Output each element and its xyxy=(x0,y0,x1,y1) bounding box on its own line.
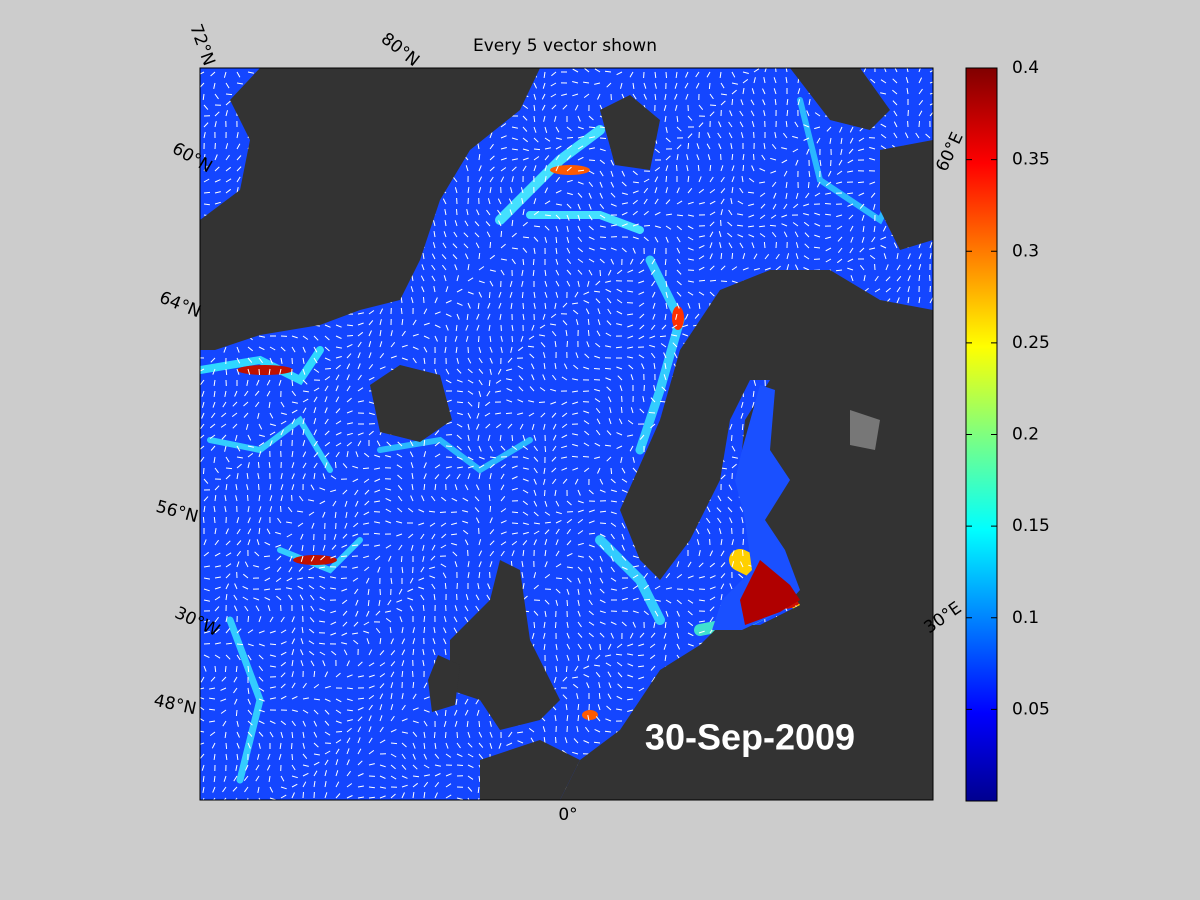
map-title: Every 5 vector shown xyxy=(473,36,657,56)
map xyxy=(200,68,933,800)
lake xyxy=(850,410,880,450)
colorbar-axis: 0.05 0.1 0.15 0.2 0.25 0.3 0.35 0.4 xyxy=(966,58,1050,719)
colorbar-tick-label: 0.3 xyxy=(1012,241,1039,261)
date-label: 30-Sep-2009 xyxy=(645,717,855,758)
colorbar-tick-label: 0.05 xyxy=(1012,699,1050,719)
colorbar-tick-label: 0.25 xyxy=(1012,333,1050,353)
colorbar-tick-label: 0.15 xyxy=(1012,516,1050,536)
land xyxy=(200,68,933,800)
longitude-label: 0° xyxy=(558,805,577,825)
colorbar-tick-label: 0.4 xyxy=(1012,58,1039,78)
colorbar-tick-label: 0.2 xyxy=(1012,425,1039,445)
colorbar-tick-label: 0.35 xyxy=(1012,150,1050,170)
baltic-sea xyxy=(712,385,800,630)
colorbar-tick-label: 0.1 xyxy=(1012,608,1039,628)
map-frame xyxy=(199,67,934,801)
hotspot xyxy=(740,560,800,625)
